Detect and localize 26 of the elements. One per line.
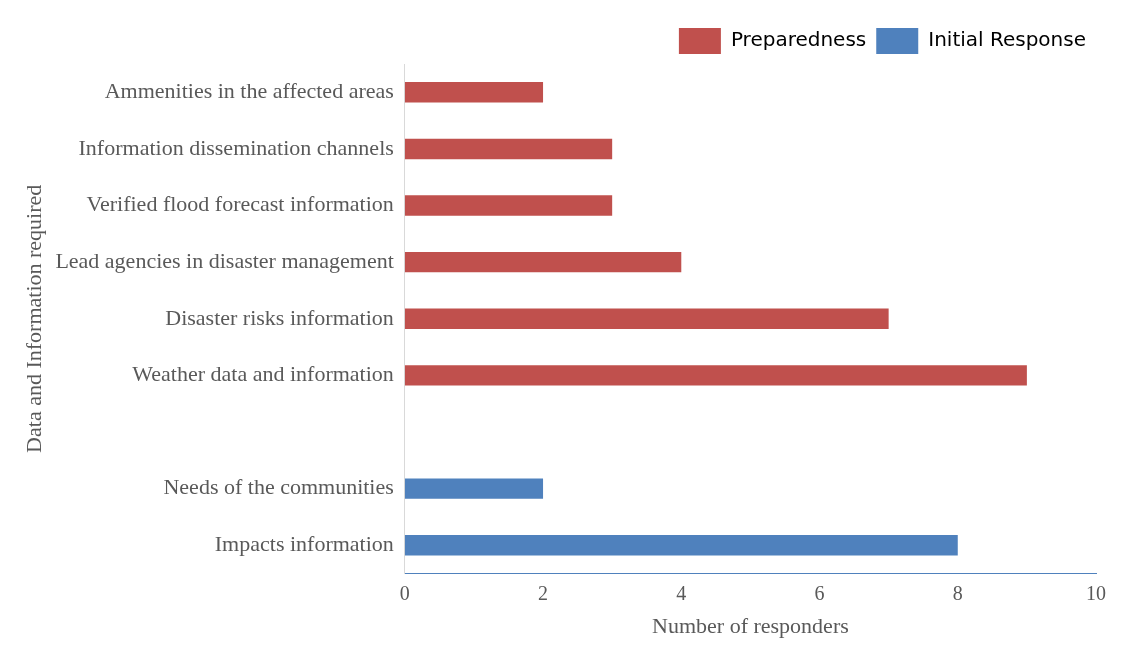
bar [404,82,544,103]
y-tick-label: Ammenities in the affected areas [104,78,394,104]
x-tick-label: 4 [676,581,687,604]
y-tick-label: Information dissemination channels [78,134,394,160]
bar [404,308,889,329]
x-tick-label: 2 [538,581,549,604]
y-tick-label: Impacts information [214,531,394,557]
x-tick-label: 6 [814,581,825,604]
y-tick-label: Lead agencies in disaster management [55,247,394,273]
bar [404,535,958,556]
bar [404,478,544,499]
x-tick-label: 10 [1086,581,1106,604]
legend-label: Preparedness [730,27,867,52]
legend-label: Initial Response [928,27,1087,52]
y-axis-title: Data and Information required [20,184,46,453]
x-tick-label: 0 [399,581,410,604]
y-tick-label: Disaster risks information [165,304,394,330]
x-axis-title: Number of responders [652,612,849,638]
y-tick-label: Weather data and information [132,361,394,387]
y-tick-label: Needs of the communities [163,474,394,500]
bar [404,251,682,273]
bar [404,365,1027,386]
y-tick-label: Verified flood forecast information [86,191,394,217]
x-tick-label: 8 [952,581,963,604]
bar [404,138,613,160]
bar [404,195,613,216]
